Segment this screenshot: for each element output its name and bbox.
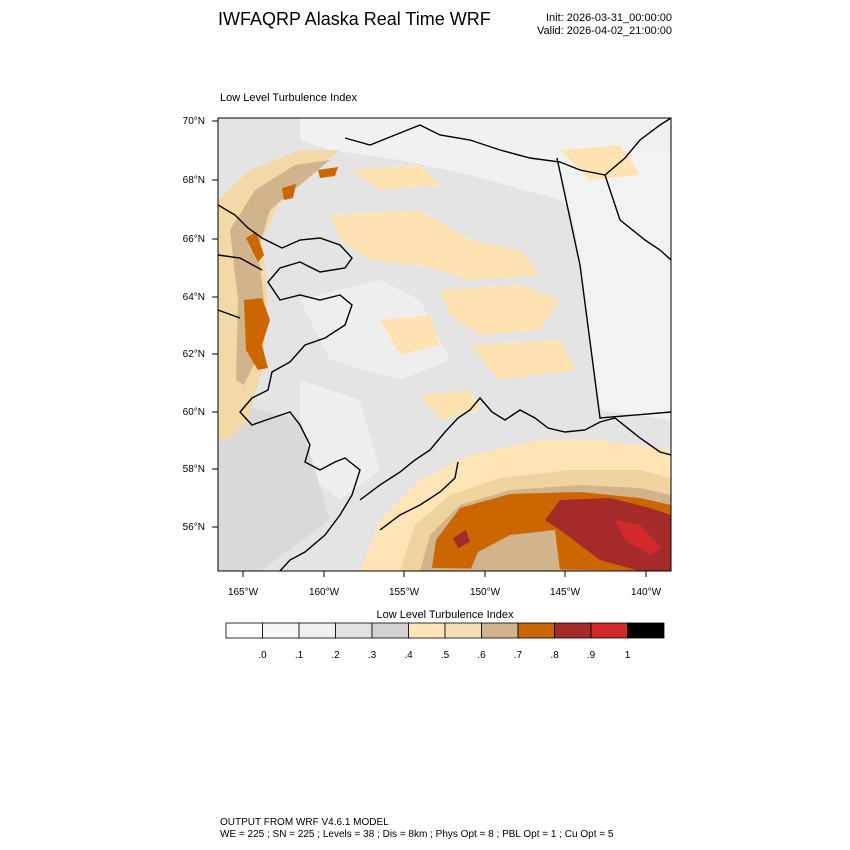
plot-title: Low Level Turbulence Index [220, 92, 357, 104]
lon-label: 145°W [550, 587, 581, 598]
colorbar-label: .8 [550, 650, 559, 661]
colorbar-label: .5 [440, 650, 450, 661]
lon-label: 155°W [389, 587, 420, 598]
lat-labels: 70°N 68°N 66°N 64°N 62°N 60°N 58°N 56°N [183, 116, 205, 533]
north-orange-spot [318, 167, 338, 178]
map-field [218, 118, 671, 571]
valid-time: Valid: 2026-04-02_21:00:00 [537, 25, 672, 37]
colorbar-label: .0 [258, 650, 267, 661]
lon-label: 150°W [470, 587, 501, 598]
colorbar-swatch [408, 622, 446, 639]
colorbar-swatch [590, 622, 628, 639]
gulf-band-red [615, 520, 662, 555]
colorbar-swatch [298, 622, 336, 639]
lon-label: 160°W [309, 587, 340, 598]
colorbar-swatch [225, 622, 263, 639]
colorbar-swatch [371, 622, 409, 639]
lon-label: 140°W [631, 587, 662, 598]
west-band-orange [244, 298, 270, 370]
model-config: WE = 225 ; SN = 225 ; Levels = 38 ; Dis … [220, 829, 614, 840]
gulf-band-red-spot [453, 530, 470, 548]
colorbar-label: 1 [624, 650, 631, 661]
colorbar-label: .6 [477, 650, 486, 661]
lat-label: 68°N [183, 175, 205, 186]
colorbar-label: .3 [367, 650, 377, 661]
init-time: Init: 2026-03-31_00:00:00 [546, 12, 672, 24]
north-orange-spot-2 [282, 184, 296, 200]
chart-title: IWFAQRP Alaska Real Time WRF [218, 9, 491, 29]
gulf-band-inner-tan [470, 530, 560, 571]
light-area-mid [300, 280, 450, 380]
model-info: OUTPUT FROM WRF V4.6.1 MODEL WE = 225 ; … [220, 817, 613, 841]
lon-label: 165°W [228, 587, 259, 598]
model-version: OUTPUT FROM WRF V4.6.1 MODEL [220, 817, 389, 828]
colorbar-swatch [335, 622, 373, 639]
mid-gray-coast [218, 400, 330, 571]
map-frame [217, 117, 672, 572]
colorbar-swatch [262, 622, 300, 639]
colorbar-swatch [481, 622, 519, 639]
lat-label: 58°N [183, 464, 205, 475]
lat-label: 56°N [183, 522, 205, 533]
lon-ticks [242, 571, 647, 577]
gulf-band-red-dark [545, 498, 671, 571]
light-area-yukon [560, 150, 671, 420]
colorbar [225, 622, 665, 639]
colorbar-label: .2 [331, 650, 340, 661]
colorbar-swatch [444, 622, 482, 639]
coastlines [218, 118, 671, 571]
colorbar-label: .9 [586, 650, 596, 661]
west-band-orange-2 [246, 232, 264, 262]
colorbar-swatch [554, 622, 592, 639]
colorbar-swatch [627, 622, 665, 639]
lat-ticks [212, 120, 218, 528]
colorbar-title: Low Level Turbulence Index [376, 609, 514, 621]
lat-label: 60°N [183, 407, 205, 418]
lat-label: 70°N [183, 116, 205, 127]
run-times: Init: 2026-03-31_00:00:00 Valid: 2026-04… [537, 12, 672, 38]
colorbar-label: .7 [513, 650, 523, 661]
lat-label: 64°N [183, 292, 205, 303]
lon-labels: 165°W 160°W 155°W 150°W 145°W 140°W [228, 587, 662, 598]
colorbar-label: .4 [404, 650, 413, 661]
lat-label: 62°N [183, 349, 205, 360]
colorbar-label: .1 [294, 650, 304, 661]
lat-label: 66°N [183, 234, 205, 245]
borders [556, 157, 671, 419]
colorbar-swatch [517, 622, 555, 639]
